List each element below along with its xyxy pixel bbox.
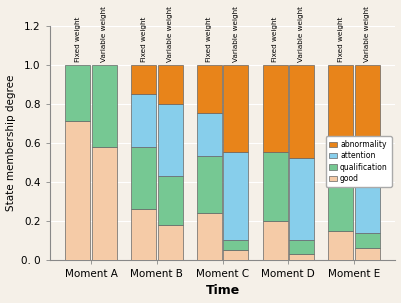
Bar [158,176,182,225]
Bar [289,65,314,158]
Bar [197,65,222,113]
Bar [92,65,117,147]
Bar [223,240,248,250]
Text: Fixed weight: Fixed weight [207,16,213,62]
Bar [328,156,353,231]
Bar [197,156,222,213]
Text: Fixed weight: Fixed weight [141,16,147,62]
Bar [131,147,156,209]
Bar [355,248,380,260]
Bar [131,94,156,147]
Bar [131,65,156,94]
Bar [92,147,117,260]
Text: Variable weight: Variable weight [167,6,173,62]
Text: Variable weight: Variable weight [364,6,370,62]
Bar [158,65,182,104]
Bar [263,221,288,260]
Bar [223,152,248,240]
Text: Variable weight: Variable weight [101,6,107,62]
Bar [223,250,248,260]
Bar [158,225,182,260]
Legend: abnormality, attention, qualification, good: abnormality, attention, qualification, g… [326,136,392,187]
Bar [289,240,314,254]
Bar [263,152,288,221]
Bar [197,113,222,156]
Text: Fixed weight: Fixed weight [338,16,344,62]
Bar [355,145,380,232]
Bar [289,158,314,240]
Bar [197,213,222,260]
Bar [131,209,156,260]
Y-axis label: State membership degree: State membership degree [6,75,16,211]
Bar [65,121,91,260]
Text: Variable weight: Variable weight [298,6,304,62]
Bar [328,231,353,260]
Bar [289,254,314,260]
Bar [355,232,380,248]
Bar [355,65,380,145]
X-axis label: Time: Time [205,285,240,298]
Text: Variable weight: Variable weight [233,6,239,62]
Bar [328,65,353,156]
Text: Fixed weight: Fixed weight [272,16,278,62]
Text: Fixed weight: Fixed weight [75,16,81,62]
Bar [158,104,182,176]
Bar [65,65,91,121]
Bar [223,65,248,152]
Bar [263,65,288,152]
